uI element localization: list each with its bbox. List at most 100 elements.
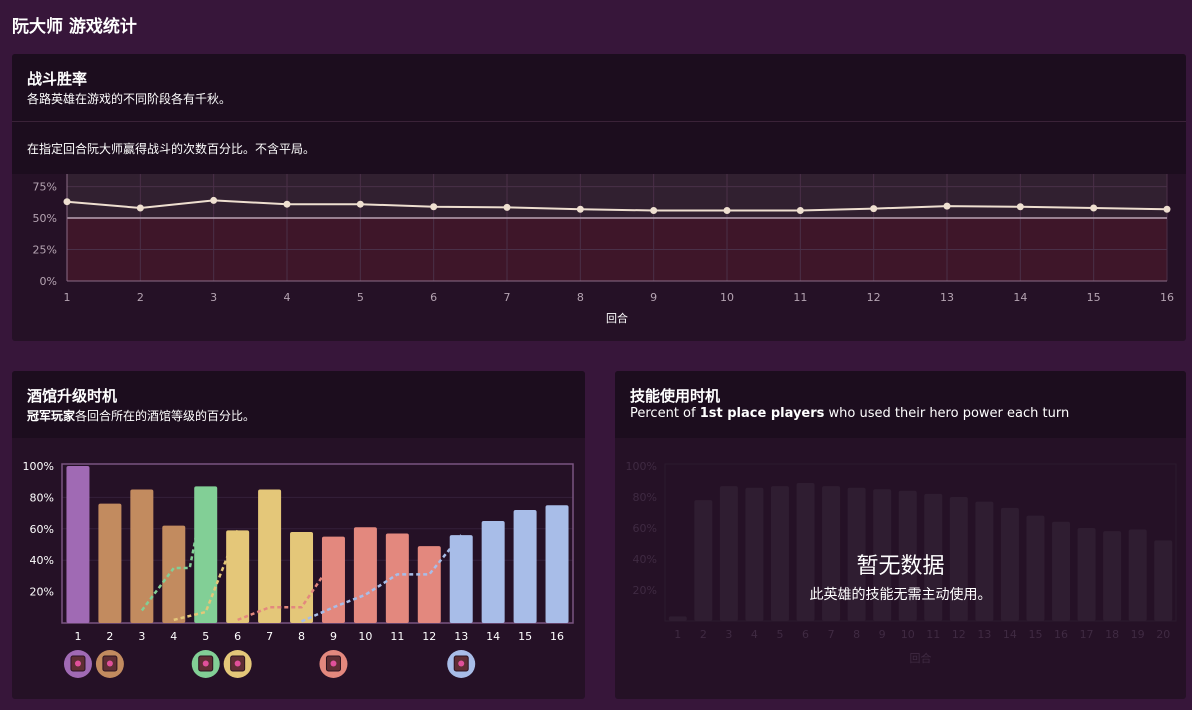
hp-x-tick: 12 [952, 628, 966, 641]
winrate-line [66, 199, 1168, 212]
winrate-x-tick: 16 [1160, 291, 1174, 304]
winrate-point [63, 198, 71, 206]
winrate-x-tick: 6 [430, 291, 437, 304]
empty-state-description: 此英雄的技能无需主动使用。 [809, 587, 992, 603]
tavern-title: 酒馆升级时机 [27, 387, 118, 405]
winrate-point [136, 204, 144, 212]
hp-y-tick: 20% [633, 584, 657, 597]
hp-bar [847, 487, 866, 621]
winrate-point [650, 207, 658, 215]
hp-x-tick: 14 [1003, 628, 1017, 641]
winrate-y-tick: 75% [33, 181, 57, 194]
hp-bar [873, 489, 892, 621]
tavern-x-tick: 9 [330, 630, 337, 643]
winrate-divider [12, 121, 1186, 122]
winrate-point [430, 203, 438, 211]
hero-power-subtitle-post: who used their hero power each turn [824, 406, 1070, 421]
winrate-x-tick: 8 [577, 291, 584, 304]
hero-power-panel-header: 技能使用时机 Percent of 1st place players who … [615, 371, 1186, 438]
tavern-bar [513, 509, 537, 623]
tavern-x-tick: 5 [202, 630, 209, 643]
winrate-point [210, 196, 218, 204]
hp-x-tick: 11 [926, 628, 940, 641]
hp-plot-frame [664, 463, 1177, 622]
winrate-x-tick: 1 [64, 291, 71, 304]
tavern-x-tick: 10 [358, 630, 372, 643]
tavern-subtitle-bold: 冠军玩家 [27, 409, 76, 423]
winrate-x-tick: 4 [284, 291, 291, 304]
winrate-panel: 战斗胜率 各路英雄在游戏的不同阶段各有千秋。 在指定回合阮大师赢得战斗的次数百分… [12, 54, 1186, 341]
winrate-point [503, 203, 511, 211]
tavern-bar [417, 546, 441, 623]
tavern-x-tick: 4 [170, 630, 177, 643]
tavern-y-tick: 80% [30, 491, 54, 504]
hero-power-subtitle-pre: Percent of [630, 406, 700, 421]
hp-x-tick: 13 [977, 628, 991, 641]
hp-y-tick: 60% [633, 522, 657, 535]
winrate-x-tick: 12 [867, 291, 881, 304]
winrate-y-tick: 0% [40, 275, 57, 288]
hp-x-tick: 3 [725, 628, 732, 641]
hp-bar [898, 490, 917, 621]
hp-bar [1154, 540, 1173, 621]
hp-x-tick: 1 [674, 628, 681, 641]
hp-bar [1103, 531, 1122, 621]
tavern-badge-gem-icon [202, 660, 209, 667]
tavern-y-tick: 100% [23, 460, 54, 473]
hp-x-tick: 7 [828, 628, 835, 641]
hp-x-tick: 2 [700, 628, 707, 641]
hero-power-subtitle: Percent of 1st place players who used th… [630, 406, 1069, 421]
tavern-x-tick: 13 [454, 630, 468, 643]
tavern-bar [449, 535, 473, 623]
hp-x-tick: 17 [1080, 628, 1094, 641]
winrate-x-tick: 2 [137, 291, 144, 304]
hp-x-tick: 10 [901, 628, 915, 641]
tavern-chart: 20%40%60%80%100%1 2 3 4 5 6 7 8 9 10 11 12 13 14 15 16 [23, 460, 574, 678]
hp-x-tick: 8 [853, 628, 860, 641]
tavern-subtitle: 冠军玩家各回合所在的酒馆等级的百分比。 [27, 407, 255, 424]
tavern-bar [258, 489, 282, 623]
winrate-x-tick: 14 [1013, 291, 1027, 304]
hp-x-tick: 5 [776, 628, 783, 641]
hp-bar [822, 486, 841, 621]
tavern-bar [321, 536, 345, 623]
tavern-bar [66, 466, 90, 623]
tavern-x-tick: 8 [298, 630, 305, 643]
winrate-x-tick: 11 [793, 291, 807, 304]
tavern-panel: 酒馆升级时机 冠军玩家各回合所在的酒馆等级的百分比。 20% 40% 60% 80% 1… [12, 371, 585, 699]
tavern-x-tick: 12 [422, 630, 436, 643]
hp-x-axis-label: 回合 [910, 651, 932, 665]
winrate-x-tick: 5 [357, 291, 364, 304]
tavern-x-tick: 11 [390, 630, 404, 643]
tavern-badge-gem-icon [234, 660, 241, 667]
empty-state-title: 暂无数据 [856, 554, 945, 579]
tavern-bar [194, 486, 218, 623]
tavern-x-tick: 15 [518, 630, 532, 643]
hp-bar [1128, 529, 1147, 621]
hp-bar [1077, 528, 1096, 621]
hp-bar [949, 497, 968, 621]
hp-bar [1052, 521, 1071, 621]
tavern-x-tick: 16 [550, 630, 564, 643]
hp-bar [975, 501, 994, 621]
winrate-point [870, 205, 878, 213]
winrate-point [356, 200, 364, 208]
hero-power-chart: 20%40%60%80%100%1 2 3 4 5 6 7 8 9 10 11 12 13 14 15 16 1… [626, 460, 1177, 665]
winrate-point [1016, 203, 1024, 211]
tavern-panel-header: 酒馆升级时机 冠军玩家各回合所在的酒馆等级的百分比。 [12, 371, 585, 438]
tavern-bar [226, 530, 250, 623]
hp-bar [745, 487, 764, 621]
hp-y-tick: 100% [626, 460, 657, 473]
winrate-point [796, 207, 804, 215]
tavern-plot-frame [61, 463, 574, 624]
winrate-x-tick: 9 [650, 291, 657, 304]
hp-x-tick: 20 [1156, 628, 1170, 641]
hp-bar [796, 483, 815, 621]
winrate-y-tick: 50% [33, 212, 57, 225]
tavern-y-tick: 40% [30, 554, 54, 567]
tavern-bar [353, 527, 377, 623]
hp-bar [694, 500, 713, 621]
winrate-x-tick: 13 [940, 291, 954, 304]
tavern-bar [290, 531, 314, 623]
tavern-badge-gem-icon [458, 660, 465, 667]
